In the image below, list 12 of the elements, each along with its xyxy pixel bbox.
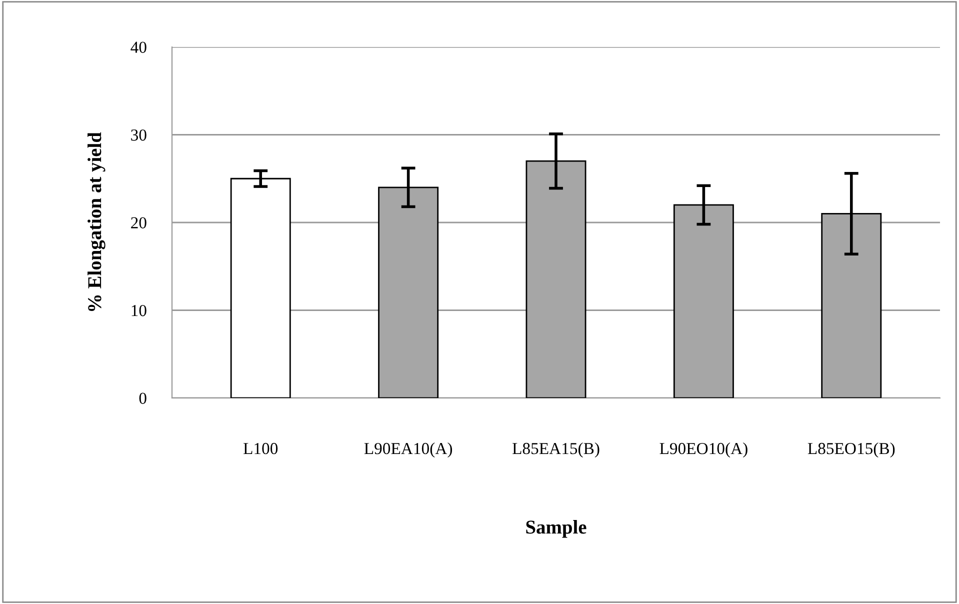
y-tick-label: 20 [131, 217, 146, 228]
y-tick-label: 10 [132, 304, 146, 316]
y-tick-label: 0 [139, 392, 146, 404]
y-axis-title: % Elongation at yield [88, 132, 106, 311]
y-tick-label: 30 [131, 129, 146, 141]
x-tick-label: L100 [244, 442, 278, 454]
x-tick-label: L90EO10(A) [660, 442, 748, 458]
x-tick-label: L85EA15(B) [512, 442, 600, 458]
x-tick-label: L85EO15(B) [808, 442, 895, 458]
x-axis-title: Sample [526, 520, 586, 538]
x-tick-label: L90EA10(A) [364, 442, 452, 458]
y-tick-label: 40 [130, 42, 146, 53]
